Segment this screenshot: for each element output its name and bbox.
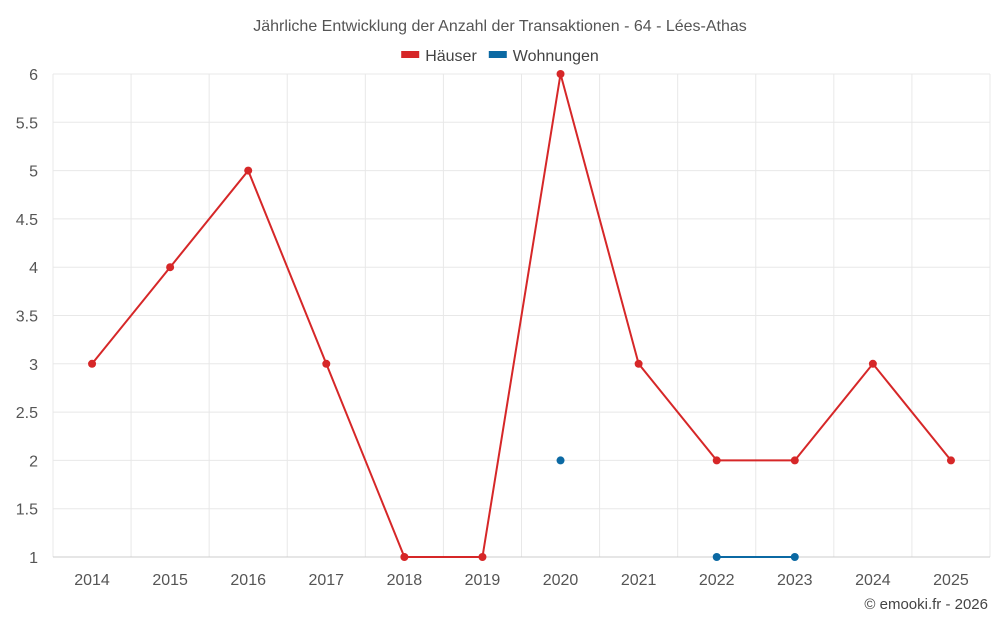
x-tick-label: 2025 [933,572,969,589]
x-tick-label: 2019 [465,572,501,589]
y-tick-label: 4.5 [16,212,38,229]
data-point-h-user[interactable] [790,456,799,465]
y-tick-label: 2.5 [16,405,38,422]
y-tick-label: 4 [29,260,38,277]
legend-item-h-user[interactable]: Häuser [401,48,477,65]
legend-swatch [401,51,420,58]
x-tick-label: 2021 [621,572,657,589]
data-point-h-user[interactable] [478,553,487,561]
y-tick-label: 3.5 [16,309,38,326]
data-point-h-user[interactable] [868,359,877,368]
legend-swatch [488,51,507,58]
x-axis: 2014 2015 2016 2017 2018 2019 2020 2021 2022 2023… [74,572,969,589]
data-point-h-user[interactable] [322,359,331,368]
legend-item-wohnungen[interactable]: Wohnungen [488,48,599,65]
data-point-wohnungen[interactable] [712,553,721,561]
y-tick-label: 6 [29,67,38,84]
y-tick-label: 5.5 [16,115,38,132]
credit-text: © emooki.fr - 2026 [864,596,988,613]
y-tick-label: 1.5 [16,502,38,519]
series-line-h-user [91,73,952,558]
data-point-h-user[interactable] [88,359,97,368]
x-tick-label: 2018 [387,572,423,589]
data-point-h-user[interactable] [634,359,643,368]
legend: Häuser Wohnungen [401,48,599,65]
chart-title: Jährliche Entwicklung der Anzahl der Tra… [253,18,747,35]
series-layer [88,70,955,561]
x-tick-label: 2017 [308,572,344,589]
y-tick-label: 3 [29,357,38,374]
y-tick-label: 5 [29,164,38,181]
data-point-h-user[interactable] [712,456,721,465]
data-point-h-user[interactable] [244,166,253,175]
data-point-h-user[interactable] [556,70,565,78]
y-tick-label: 1 [29,550,38,567]
data-point-h-user[interactable] [400,553,409,561]
x-tick-label: 2024 [855,572,891,589]
data-point-h-user[interactable] [166,263,175,272]
x-tick-label: 2022 [699,572,735,589]
y-axis: 1 1.5 2 2.5 3 3.5 4 4.5 5 5.5 6 [16,67,38,567]
data-point-wohnungen[interactable] [556,456,565,465]
legend-label: Wohnungen [513,48,599,65]
data-point-wohnungen[interactable] [790,553,799,561]
data-point-h-user[interactable] [946,456,955,465]
x-tick-label: 2016 [230,572,266,589]
y-tick-label: 2 [29,453,38,470]
x-tick-label: 2020 [543,572,579,589]
x-tick-label: 2023 [777,572,813,589]
legend-label: Häuser [425,48,477,65]
x-tick-label: 2015 [152,572,188,589]
x-tick-label: 2014 [74,572,110,589]
